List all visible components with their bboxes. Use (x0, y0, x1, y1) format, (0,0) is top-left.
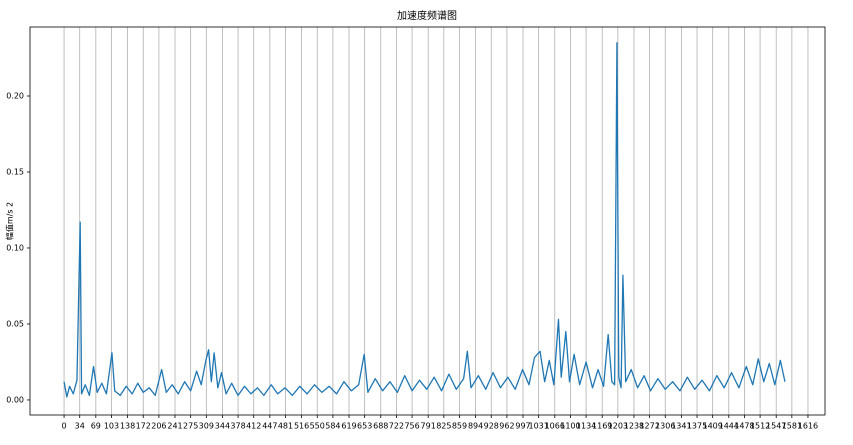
x-tick-label: 1100 (560, 422, 580, 431)
x-tick-label: 1478 (734, 422, 754, 431)
x-tick-label: 1341 (671, 422, 691, 431)
x-tick-label: 1031 (528, 422, 548, 431)
x-tick-label: 0 (62, 422, 67, 431)
x-tick-label: 1547 (766, 422, 786, 431)
x-tick-label: 653 (357, 422, 372, 431)
x-tick-label: 447 (262, 422, 277, 431)
x-tick-label: 722 (389, 422, 404, 431)
x-tick-label: 619 (341, 422, 356, 431)
x-tick-label: 1169 (592, 422, 612, 431)
x-tick-label: 241 (167, 422, 182, 431)
x-tick-label: 859 (452, 422, 467, 431)
x-tick-label: 1409 (702, 422, 722, 431)
y-tick-label: 0.15 (6, 167, 24, 176)
x-tick-label: 997 (515, 422, 530, 431)
y-tick-label: 0.05 (6, 319, 24, 328)
plot-frame (29, 26, 826, 416)
x-tick-label: 894 (468, 422, 483, 431)
x-tick-label: 275 (183, 422, 198, 431)
x-tick-label: 309 (199, 422, 214, 431)
x-tick-label: 1581 (782, 422, 802, 431)
x-tick-label: 378 (230, 422, 245, 431)
data-line (63, 42, 786, 398)
x-tick-label: 1616 (798, 422, 818, 431)
x-tick-label: 962 (499, 422, 514, 431)
x-tick-label: 1306 (655, 422, 675, 431)
y-tick-label: 0.10 (6, 243, 24, 252)
x-tick-label: 1272 (639, 422, 659, 431)
x-tick-label: 69 (91, 422, 101, 431)
chart-title: 加速度频谱图 (397, 9, 457, 22)
x-tick-label: 825 (436, 422, 451, 431)
x-tick-label: 103 (104, 422, 119, 431)
x-tick-label: 516 (294, 422, 309, 431)
x-tick-label: 1203 (608, 422, 628, 431)
x-tick-label: 1134 (576, 422, 596, 431)
x-tick-label: 344 (215, 422, 230, 431)
x-tick-label: 412 (246, 422, 261, 431)
y-axis-label: 幅值m/s 2 (5, 202, 15, 240)
x-tick-label: 1066 (545, 422, 565, 431)
x-tick-label: 34 (75, 422, 85, 431)
x-tick-label: 584 (325, 422, 340, 431)
x-tick-label: 481 (278, 422, 293, 431)
y-tick-label: 0.00 (6, 395, 24, 404)
x-tick-label: 138 (120, 422, 135, 431)
x-tick-label: 688 (373, 422, 388, 431)
y-tick-label: 0.20 (6, 91, 24, 100)
x-tick-label: 172 (136, 422, 151, 431)
x-tick-label: 756 (404, 422, 419, 431)
x-tick-label: 791 (421, 422, 436, 431)
x-tick-label: 1444 (719, 422, 739, 431)
x-tick-label: 550 (310, 422, 325, 431)
x-tick-label: 1375 (687, 422, 707, 431)
x-tick-label: 1512 (750, 422, 770, 431)
x-tick-label: 928 (484, 422, 499, 431)
x-tick-label: 206 (151, 422, 166, 431)
x-tick-label: 1238 (624, 422, 644, 431)
